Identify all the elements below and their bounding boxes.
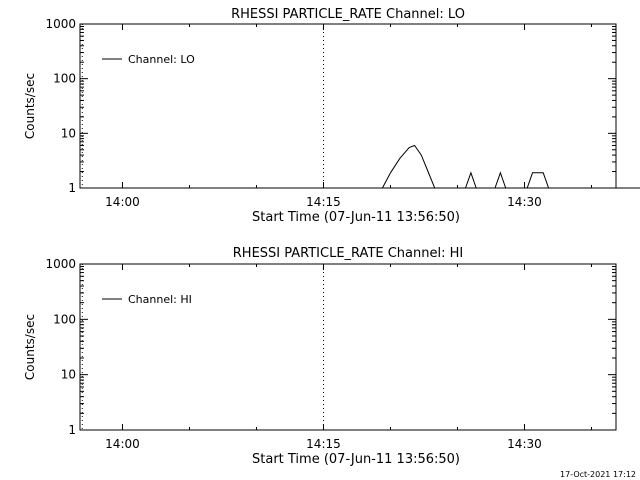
series-line xyxy=(381,144,640,189)
chart-title: RHESSI PARTICLE_RATE Channel: HI xyxy=(233,246,463,261)
x-tick-label: 14:15 xyxy=(306,195,341,209)
chart-title: RHESSI PARTICLE_RATE Channel: LO xyxy=(231,7,465,22)
legend-label: Channel: LO xyxy=(128,53,195,66)
x-axis-label: Start Time (07-Jun-11 13:56:50) xyxy=(252,452,460,467)
y-tick-label: 1 xyxy=(68,423,76,437)
plot-frame xyxy=(79,23,617,189)
x-tick-label: 14:00 xyxy=(105,195,140,209)
y-tick-label: 100 xyxy=(53,72,76,86)
timestamp-footer: 17-Oct-2021 17:12 xyxy=(560,470,636,479)
y-axis-label: Counts/sec xyxy=(23,73,37,139)
x-tick-label: 14:30 xyxy=(507,437,542,451)
y-tick-label: 1000 xyxy=(45,257,76,271)
y-tick-label: 1 xyxy=(68,181,76,195)
lo-channel-chart: RHESSI PARTICLE_RATE Channel: LO 14:00 14:… xyxy=(23,7,640,225)
x-tick-label: 14:00 xyxy=(105,437,140,451)
x-tick-label: 14:15 xyxy=(306,437,341,451)
y-axis-label: Counts/sec xyxy=(23,314,37,380)
legend-label: Channel: HI xyxy=(128,293,192,306)
hi-channel-chart: RHESSI PARTICLE_RATE Channel: HI 14:00 14:… xyxy=(23,246,617,467)
x-tick-label: 14:30 xyxy=(507,195,542,209)
y-tick-label: 10 xyxy=(61,368,76,382)
y-tick-label: 100 xyxy=(53,312,76,326)
y-tick-label: 10 xyxy=(61,126,76,140)
y-tick-label: 1000 xyxy=(45,17,76,31)
plot-frame xyxy=(79,263,617,431)
x-axis-label: Start Time (07-Jun-11 13:56:50) xyxy=(252,210,460,225)
